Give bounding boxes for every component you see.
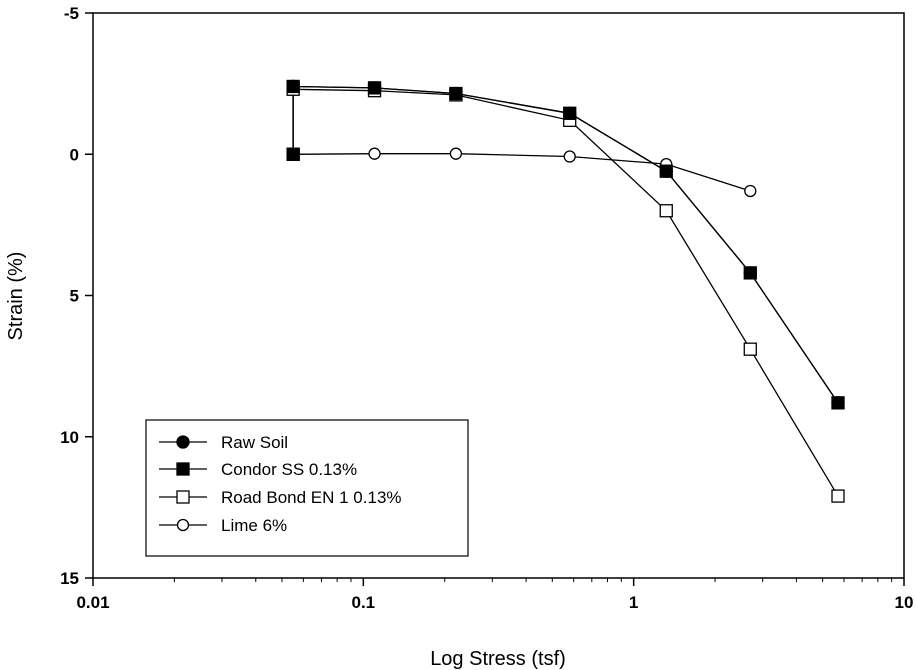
legend-marker (176, 490, 190, 504)
legend-label: Raw Soil (221, 433, 288, 452)
data-point-1 (286, 147, 300, 161)
legend: Raw Soil Condor SS 0.13% Road Bond EN 1 0.… (145, 419, 469, 557)
legend-marker (176, 462, 190, 476)
data-point-2 (831, 489, 845, 503)
x-tick-label: 0.01 (76, 593, 109, 612)
legend-marker (176, 518, 190, 532)
y-tick-label: 15 (60, 569, 79, 588)
data-point-1 (449, 86, 463, 101)
y-axis-title: Strain (%) (5, 252, 27, 341)
series-line-1 (292, 85, 839, 404)
data-point-1 (831, 396, 845, 410)
data-point-3 (368, 147, 381, 160)
data-point-1 (563, 106, 577, 120)
x-tick-label: 1 (629, 593, 638, 612)
legend-label: Condor SS 0.13% (221, 460, 357, 479)
axis-ticks (85, 12, 905, 586)
y-tick-label: 5 (70, 287, 79, 306)
legend-marker (176, 435, 190, 449)
y-tick-label: -5 (64, 4, 79, 23)
series-line-2 (292, 88, 839, 497)
y-tick-label: 0 (70, 145, 79, 164)
x-tick-label: 10 (895, 593, 914, 612)
y-tick-label: 10 (60, 428, 79, 447)
data-point-1 (743, 266, 757, 280)
data-point-1 (659, 164, 673, 178)
data-point-3 (449, 147, 463, 160)
axis-tick-labels: 0.01 0.1 1 10 -5 0 5 10 15 (60, 4, 913, 612)
x-tick-label: 0.1 (352, 593, 376, 612)
data-point-1 (286, 79, 300, 94)
x-axis-title: Log Stress (tsf) (430, 648, 566, 670)
series-lines (292, 85, 839, 497)
legend-label: Road Bond EN 1 0.13% (221, 488, 402, 507)
legend-box (145, 419, 469, 557)
data-point-1 (367, 81, 382, 95)
legend-label: Lime 6% (221, 516, 287, 535)
data-point-2 (659, 204, 673, 218)
series-markers (286, 79, 845, 503)
series-line-3 (293, 153, 751, 192)
data-point-3 (744, 184, 757, 198)
data-point-3 (563, 150, 576, 163)
data-point-2 (743, 342, 757, 356)
